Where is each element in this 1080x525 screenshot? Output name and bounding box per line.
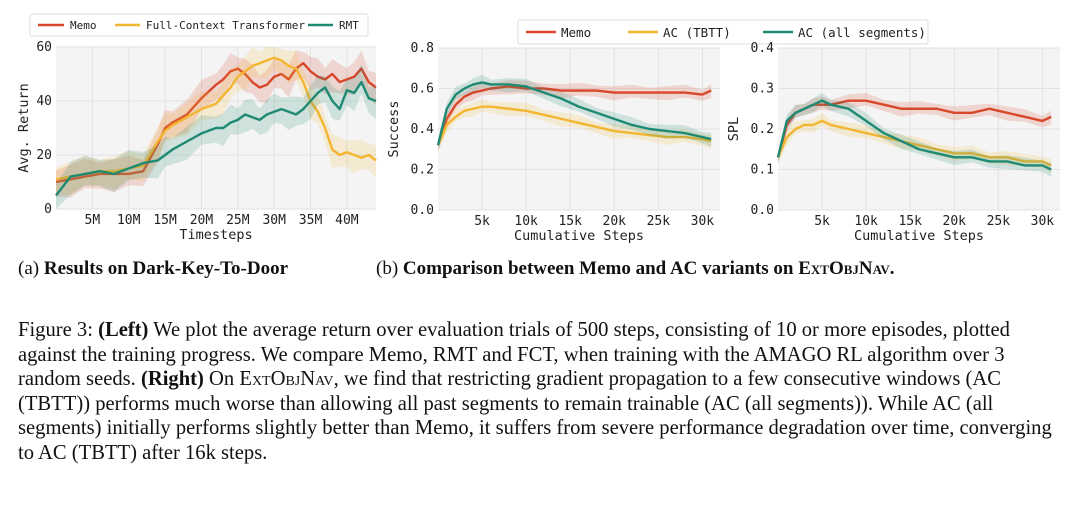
series-line-memo [436,85,712,146]
x-tick-label: 40M [335,213,359,228]
x-tick-label: 35M [299,213,323,228]
series-band-ac-tbtt- [438,98,712,152]
subcaption-a: (a) Results on Dark-Key-To-Door [18,258,289,279]
x-tick-label: 5k [474,214,490,229]
x-tick-label: 5k [814,214,830,229]
series-line-memo [55,62,377,184]
series-line-ac-all-segments- [776,99,1052,171]
chart-spl: 5k 10k 15k 20k 25k 30k 0.0 0.1 0.2 0.3 0.4 Cumulati… [726,41,1060,244]
y-tick-label: 0.8 [411,41,434,56]
x-tick-label: 5M [85,213,101,228]
x-tick-label: 15k [558,214,582,229]
chart-success: 5k 10k 15k 20k 25k 30k 0.0 0.2 0.4 0.6 0.8 Cumulati… [386,41,720,244]
y-tick-label: 40 [36,94,52,109]
legend-label-fct: Full-Context Transformer [146,19,305,32]
figure-panels: Memo Full-Context Transformer RMT Memo A… [16,13,1060,244]
legend-label-memo-b: Memo [561,25,591,40]
y-tick-label: 20 [36,148,52,163]
x-tick-label: 10k [854,214,878,229]
y-tick-label: 0.0 [411,203,434,218]
series-band-full-context-transformer [56,47,376,195]
x-tick-label: 25k [647,214,671,229]
series-band-rmt [56,63,376,210]
series-line-rmt [55,80,377,197]
x-tick-label: 25M [226,213,250,228]
x-tick-label: 25k [987,214,1011,229]
y-axis-label: Success [386,101,402,158]
x-tick-label: 15M [153,213,177,228]
legend-left: Memo Full-Context Transformer RMT [29,13,369,37]
subcaption-b: (b) Comparison between Memo and AC varia… [376,258,895,279]
x-tick-label: 30M [262,213,286,228]
y-tick-label: 0.4 [751,41,775,56]
series-line-ac-tbtt- [436,105,712,146]
legend-label-all: AC (all segments) [798,25,926,40]
series-band-memo [56,50,376,198]
x-axis-label: Cumulative Steps [854,228,984,244]
y-tick-label: 0.4 [411,122,435,137]
y-axis-label: Avg. Return [16,83,32,172]
x-tick-label: 20M [190,213,214,228]
x-tick-label: 20k [943,214,967,229]
series-line-full-context-transformer [55,56,377,181]
x-tick-label: 15k [898,214,922,229]
y-axis-label: SPL [726,117,742,141]
y-tick-label: 0.6 [411,82,434,97]
figure-caption: Figure 3: (Left) We plot the average ret… [18,319,1052,464]
chart-dark-key-to-door: 5M 10M 15M 20M 25M 30M 35M 40M 0 20 40 60 Timesteps A… [16,40,377,243]
y-tick-label: 0.2 [411,163,434,178]
y-tick-label: 0.1 [751,163,774,178]
legend-right: Memo AC (TBTT) AC (all segments) [517,19,929,45]
y-tick-label: 0 [44,202,52,217]
series-line-ac-tbtt- [776,119,1052,167]
x-tick-label: 20k [603,214,627,229]
legend-label-rmt: RMT [339,19,359,32]
series-band-ac-all-segments- [778,92,1052,178]
x-tick-label: 10M [117,213,141,228]
x-tick-label: 30k [1031,214,1055,229]
x-tick-label: 30k [691,214,715,229]
legend-label-tbtt: AC (TBTT) [663,25,731,40]
legend-label-memo: Memo [70,19,97,32]
series-band-ac-all-segments- [438,74,712,152]
y-tick-label: 60 [36,40,52,55]
series-band-memo [438,80,712,152]
y-tick-label: 0.0 [751,203,774,218]
x-tick-label: 10k [514,214,538,229]
y-tick-label: 0.2 [751,122,774,137]
x-axis-label: Cumulative Steps [514,228,644,244]
series-line-ac-all-segments- [436,81,712,146]
x-axis-label: Timesteps [179,227,252,243]
y-tick-label: 0.3 [751,82,774,97]
